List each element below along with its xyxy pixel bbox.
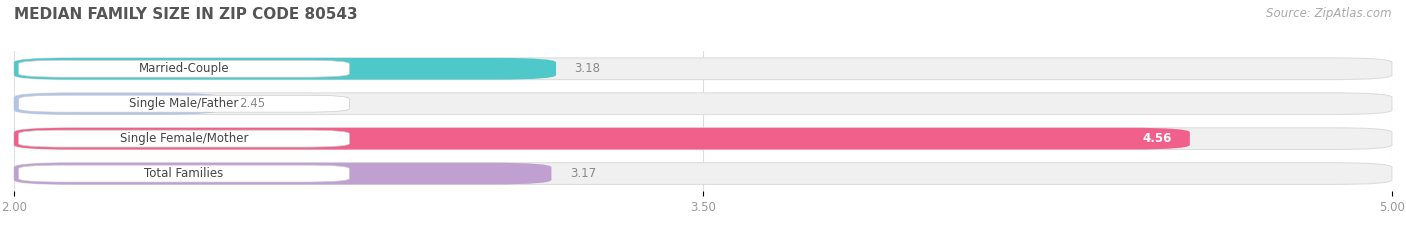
Text: Married-Couple: Married-Couple bbox=[139, 62, 229, 75]
FancyBboxPatch shape bbox=[14, 128, 1392, 150]
FancyBboxPatch shape bbox=[14, 163, 551, 185]
Text: MEDIAN FAMILY SIZE IN ZIP CODE 80543: MEDIAN FAMILY SIZE IN ZIP CODE 80543 bbox=[14, 7, 357, 22]
FancyBboxPatch shape bbox=[14, 58, 1392, 80]
FancyBboxPatch shape bbox=[18, 60, 349, 77]
FancyBboxPatch shape bbox=[14, 163, 1392, 185]
Text: Single Female/Mother: Single Female/Mother bbox=[120, 132, 249, 145]
Text: 3.17: 3.17 bbox=[569, 167, 596, 180]
Text: Total Families: Total Families bbox=[145, 167, 224, 180]
FancyBboxPatch shape bbox=[14, 93, 1392, 115]
Text: 2.45: 2.45 bbox=[239, 97, 266, 110]
FancyBboxPatch shape bbox=[14, 58, 555, 80]
Text: 4.56: 4.56 bbox=[1142, 132, 1171, 145]
FancyBboxPatch shape bbox=[18, 95, 349, 112]
Text: 3.18: 3.18 bbox=[575, 62, 600, 75]
Text: Single Male/Father: Single Male/Father bbox=[129, 97, 239, 110]
FancyBboxPatch shape bbox=[18, 130, 349, 147]
FancyBboxPatch shape bbox=[14, 128, 1189, 150]
Text: Source: ZipAtlas.com: Source: ZipAtlas.com bbox=[1267, 7, 1392, 20]
FancyBboxPatch shape bbox=[14, 93, 221, 115]
FancyBboxPatch shape bbox=[18, 165, 349, 182]
